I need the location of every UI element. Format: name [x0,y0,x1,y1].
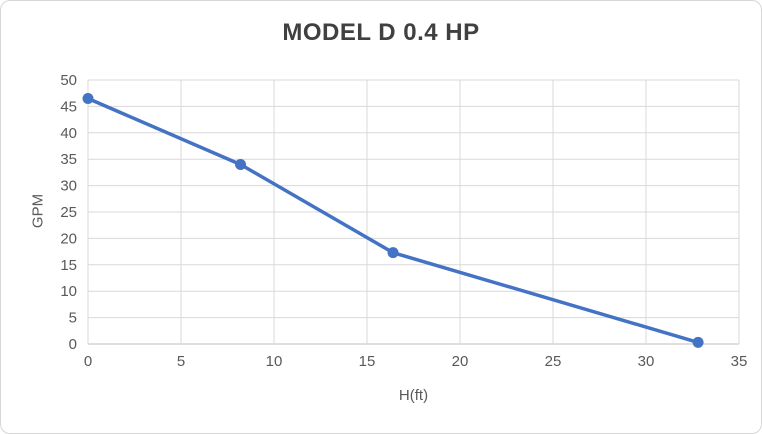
x-tick-label: 20 [452,353,469,370]
x-tick-label: 35 [731,353,748,370]
x-tick-label: 30 [638,353,655,370]
y-tick-label: 35 [60,151,77,168]
y-axis-title: GPM [29,193,47,229]
y-tick-label: 45 [60,98,77,115]
y-tick-label: 0 [69,336,77,353]
y-tick-label: 10 [60,283,77,300]
x-axis-title: H(ft) [398,387,429,404]
data-point-marker [235,158,247,170]
x-tick-label: 15 [359,353,376,370]
y-tick-label: 50 [60,72,77,89]
y-tick-label: 25 [60,204,77,221]
y-tick-label: 15 [60,257,77,274]
x-tick-label: 0 [84,353,92,370]
x-tick-label: 5 [177,353,185,370]
data-point-marker [692,336,704,348]
chart-title: MODEL D 0.4 HP [282,19,480,46]
x-tick-label: 10 [266,353,283,370]
y-tick-label: 5 [69,310,77,327]
data-point-marker [387,247,399,259]
y-tick-label: 40 [60,125,77,142]
y-tick-label: 30 [60,178,77,195]
x-tick-label: 25 [545,353,562,370]
data-series-line [86,96,700,345]
data-point-marker [82,92,94,104]
y-tick-label: 20 [60,230,77,247]
